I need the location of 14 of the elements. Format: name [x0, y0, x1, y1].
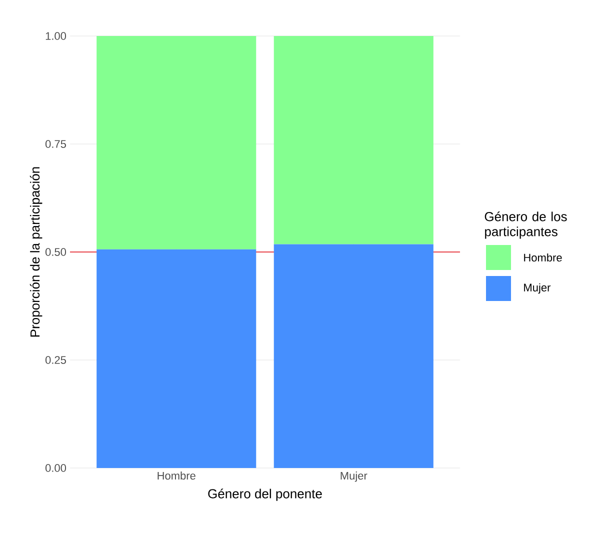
x-axis-title: Género del ponente — [208, 488, 322, 501]
legend-title: Género de los participantes — [484, 212, 567, 239]
bar — [96, 249, 256, 468]
y-tick-label: 0.25 — [45, 356, 66, 364]
legend-label: Mujer — [524, 283, 551, 294]
bar — [274, 244, 434, 468]
y-tick-label: 0.00 — [45, 464, 66, 472]
y-tick-label: 0.75 — [45, 140, 66, 148]
y-tick-label: 1.00 — [46, 32, 66, 40]
bar — [96, 36, 256, 250]
bar — [274, 36, 434, 244]
y-tick-label: 0.50 — [45, 248, 66, 256]
y-axis-title: Proporción de la participación — [30, 167, 42, 337]
legend-label: Hombre — [524, 253, 562, 262]
